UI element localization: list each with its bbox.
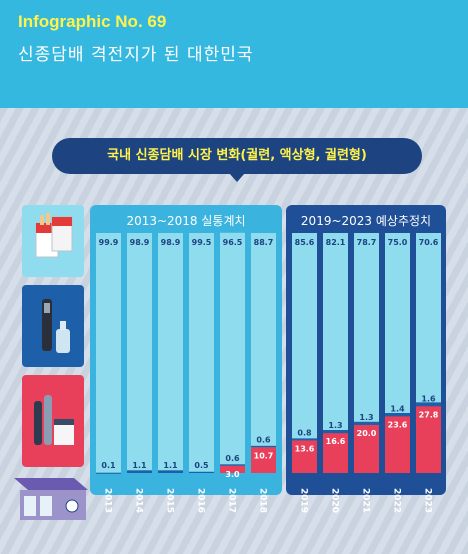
tick-label-2019: 2019 xyxy=(299,488,309,513)
label-cigarette-2018: 88.7 xyxy=(254,238,274,247)
liquid-card xyxy=(22,285,84,367)
label-liquid-2017: 0.6 xyxy=(225,454,240,463)
bar-liquid-2014 xyxy=(127,470,152,473)
infographic-number: Infographic No. 69 xyxy=(18,12,167,31)
bar-liquid-2023 xyxy=(416,402,441,407)
label-heated-2020: 16.6 xyxy=(326,437,346,446)
bar-cigarette-2013 xyxy=(96,233,121,473)
label-liquid-2015: 1.1 xyxy=(163,461,178,470)
tick-label-2017: 2017 xyxy=(227,488,237,513)
bar-heated-2022 xyxy=(385,416,410,473)
bar-cigarette-2023 xyxy=(416,233,441,403)
label-cigarette-2015: 98.9 xyxy=(161,238,181,247)
bar-cigarette-2017 xyxy=(220,232,245,465)
label-cigarette-2022: 75.0 xyxy=(388,238,408,247)
bar-heated-2019 xyxy=(292,440,317,473)
actual-panel xyxy=(90,205,282,495)
label-heated-2019: 13.6 xyxy=(295,444,315,453)
label-cigarette-2020: 82.1 xyxy=(326,238,346,247)
bar-liquid-2016 xyxy=(189,471,214,473)
bar-liquid-2022 xyxy=(385,413,410,417)
bar-liquid-2015 xyxy=(158,470,183,473)
label-heated-2017: 3.0 xyxy=(225,470,240,479)
convenience-store-icon xyxy=(14,478,88,520)
label-liquid-2020: 1.3 xyxy=(328,421,342,430)
heated-card xyxy=(22,375,84,467)
bar-liquid-2020 xyxy=(323,430,348,434)
tick-label-2023: 2023 xyxy=(423,488,433,513)
bar-cigarette-2022 xyxy=(385,233,410,413)
actual-panel-label: 2013~2018 실통계치 xyxy=(126,214,246,228)
label-liquid-2023: 1.6 xyxy=(421,394,436,403)
tick-label-2018: 2018 xyxy=(258,488,268,513)
bar-cigarette-2019 xyxy=(292,233,317,439)
tick-label-2013: 2013 xyxy=(103,488,113,513)
label-liquid-2016: 0.5 xyxy=(194,461,209,470)
bar-liquid-2019 xyxy=(292,438,317,441)
label-cigarette-2021: 78.7 xyxy=(357,238,377,247)
tick-label-2014: 2014 xyxy=(134,488,144,513)
tick-label-2020: 2020 xyxy=(330,488,340,513)
label-liquid-2013: 0.1 xyxy=(101,461,116,470)
tick-label-2015: 2015 xyxy=(165,488,175,513)
header: Infographic No. 69 신종담배 격전지가 된 대한민국 xyxy=(0,0,468,108)
bar-liquid-2018 xyxy=(251,445,276,448)
tick-label-2021: 2021 xyxy=(361,488,371,513)
tick-label-2022: 2022 xyxy=(392,488,402,513)
bar-liquid-2021 xyxy=(354,421,379,425)
label-heated-2021: 20.0 xyxy=(357,429,377,438)
cigarette-pack-icon xyxy=(35,213,73,258)
bar-cigarette-2015 xyxy=(158,233,183,471)
label-liquid-2022: 1.4 xyxy=(390,404,405,413)
label-liquid-2014: 1.1 xyxy=(132,461,147,470)
page-title: 신종담배 격전지가 된 대한민국 xyxy=(18,45,254,65)
bar-heated-2018 xyxy=(251,447,276,473)
label-heated-2018: 10.7 xyxy=(254,451,274,460)
bar-liquid-2013 xyxy=(96,472,121,474)
bar-cigarette-2016 xyxy=(189,233,214,472)
cigarette-card xyxy=(22,205,84,277)
label-liquid-2019: 0.8 xyxy=(297,428,312,437)
label-cigarette-2017: 96.5 xyxy=(223,238,243,247)
label-liquid-2018: 0.6 xyxy=(256,435,271,444)
heated-tobacco-icon xyxy=(34,395,74,445)
tick-label-2016: 2016 xyxy=(196,488,206,513)
bar-cigarette-2021 xyxy=(354,233,379,422)
liquid-ecig-icon xyxy=(42,299,70,353)
bar-heated-2021 xyxy=(354,425,379,473)
bar-cigarette-2018 xyxy=(251,233,276,446)
label-cigarette-2016: 99.5 xyxy=(192,238,212,247)
bubble-tail xyxy=(229,173,245,182)
label-cigarette-2019: 85.6 xyxy=(295,238,315,247)
label-liquid-2021: 1.3 xyxy=(359,413,373,422)
forecast-panel-label: 2019~2023 예상추정치 xyxy=(300,214,432,228)
chart-title-bubble: 국내 신종담배 시장 변화(궐련, 액상형, 궐련형) xyxy=(52,138,422,182)
label-cigarette-2023: 70.6 xyxy=(419,238,439,247)
label-heated-2022: 23.6 xyxy=(388,420,408,429)
label-cigarette-2013: 99.9 xyxy=(99,238,119,247)
bar-heated-2023 xyxy=(416,406,441,473)
bar-liquid-2017 xyxy=(220,464,245,466)
label-cigarette-2014: 98.9 xyxy=(130,238,150,247)
label-heated-2023: 27.8 xyxy=(419,410,439,419)
bar-heated-2020 xyxy=(323,433,348,473)
bar-heated-2017 xyxy=(220,465,245,473)
bar-cigarette-2014 xyxy=(127,233,152,471)
bar-cigarette-2020 xyxy=(323,233,348,431)
chart-title: 국내 신종담배 시장 변화(궐련, 액상형, 궐련형) xyxy=(107,148,367,163)
